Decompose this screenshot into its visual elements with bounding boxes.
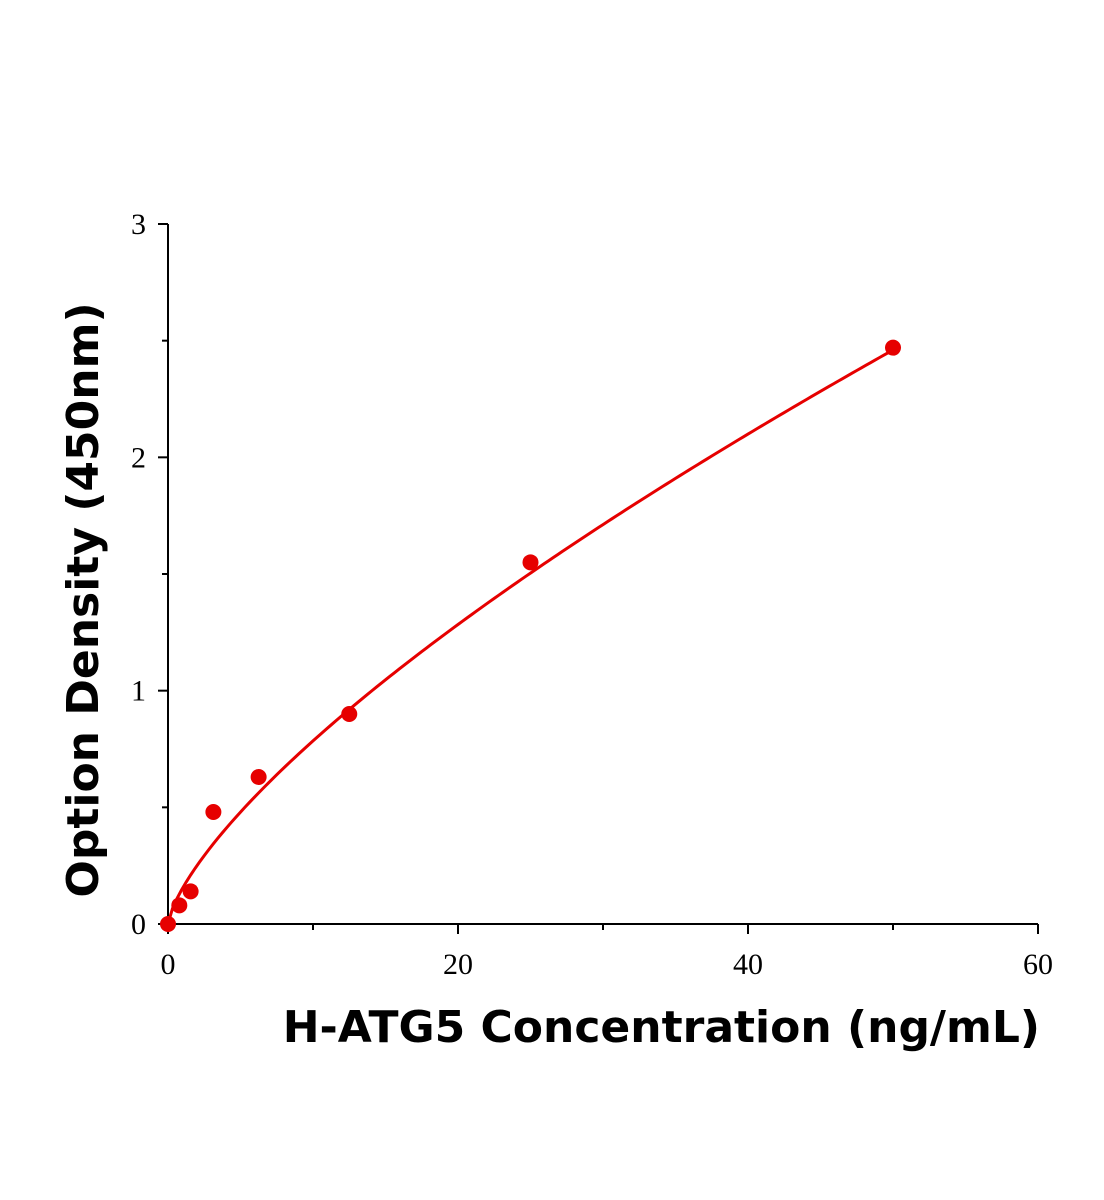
y-tick-label: 3 bbox=[131, 208, 146, 241]
data-point bbox=[205, 804, 222, 820]
data-point bbox=[171, 897, 188, 914]
x-tick-label: 60 bbox=[1023, 948, 1053, 981]
data-point bbox=[250, 769, 267, 785]
y-tick-label: 2 bbox=[131, 441, 146, 474]
x-tick-label: 20 bbox=[443, 948, 473, 981]
data-points bbox=[160, 339, 901, 932]
axes bbox=[167, 224, 1038, 925]
y-tick-label: 1 bbox=[131, 675, 146, 708]
tick-labels: 0 20 40 60 0 1 2 3 bbox=[131, 208, 1053, 981]
x-tick-label: 40 bbox=[733, 948, 763, 981]
data-point bbox=[341, 706, 358, 722]
y-tick-label: 0 bbox=[131, 908, 146, 941]
tick-marks bbox=[158, 223, 1039, 934]
data-point bbox=[160, 916, 176, 932]
data-point bbox=[182, 883, 199, 900]
fit-curve bbox=[166, 348, 894, 925]
x-tick-label: 0 bbox=[161, 948, 176, 981]
x-axis-title: H-ATG5 Concentration (ng/mL) bbox=[283, 1002, 1040, 1053]
data-point bbox=[885, 339, 901, 356]
y-axis-title: Option Density (450nm) bbox=[58, 302, 109, 897]
data-point bbox=[522, 554, 539, 571]
